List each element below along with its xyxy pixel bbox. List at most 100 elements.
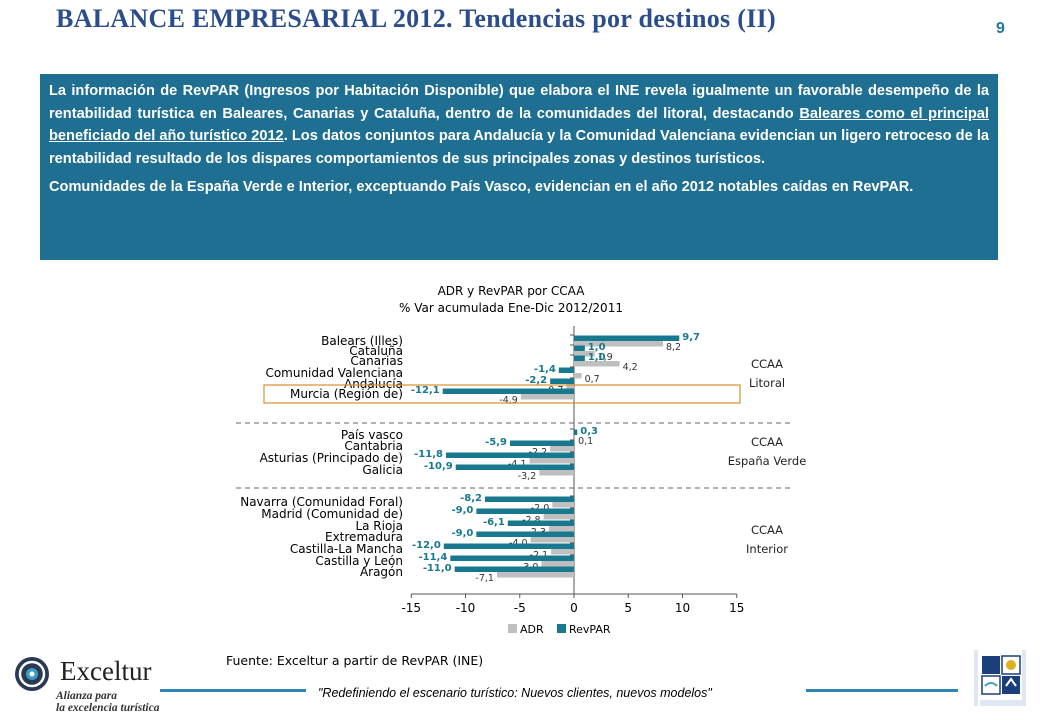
x-tick-label: 10 <box>675 601 690 615</box>
revpar-data-label: 9,7 <box>682 332 700 343</box>
adr-bar <box>574 373 582 379</box>
revpar-data-label: -10,9 <box>424 461 453 472</box>
revpar-data-label: -6,1 <box>483 517 505 528</box>
adr-bar <box>541 561 574 567</box>
x-tick-label: 0 <box>570 601 578 615</box>
revpar-bar <box>550 378 574 384</box>
revpar-bar <box>450 555 574 561</box>
category-label: Castilla-La Mancha <box>290 542 403 556</box>
adr-bar <box>520 394 574 400</box>
revpar-data-label: -9,0 <box>451 505 473 516</box>
x-tick-label: 15 <box>729 601 744 615</box>
revpar-data-label: 0,3 <box>580 426 598 437</box>
adr-data-label: -3,2 <box>518 471 537 482</box>
adr-bar <box>550 446 574 452</box>
adr-bar <box>551 549 574 555</box>
category-label: Galicia <box>362 463 403 477</box>
chart-subtitle: % Var acumulada Ene-Dic 2012/2011 <box>399 301 623 315</box>
revpar-data-label: -5,9 <box>485 437 507 448</box>
x-tick-label: -10 <box>456 601 476 615</box>
x-tick-label: -5 <box>514 601 526 615</box>
exceltur-emblem-icon <box>15 657 49 691</box>
tagline-line-2: la excelencia turística <box>56 702 160 714</box>
adr-bar <box>566 384 574 390</box>
info-paragraph-1: La información de RevPAR (Ingresos por H… <box>49 80 989 170</box>
highlight-box <box>263 384 741 404</box>
exceltur-logo-name: Exceltur <box>60 656 152 686</box>
revpar-bar <box>507 520 574 526</box>
adr-data-label: 0,1 <box>578 436 593 447</box>
x-tick-label: -15 <box>401 601 421 615</box>
category-label: Asturias (Principado de) <box>260 451 403 465</box>
revpar-bar <box>455 464 574 470</box>
page-title: BALANCE EMPRESARIAL 2012. Tendencias por… <box>56 4 777 33</box>
footer-rule-left <box>160 689 306 692</box>
adr-bar <box>552 502 574 508</box>
adr-bar <box>529 458 574 464</box>
group-label: Interior <box>746 542 788 556</box>
adr-bar <box>543 514 574 520</box>
category-label: Madrid (Comunidad de) <box>261 507 403 521</box>
info-text-b: . Los datos conjuntos para Andalucía y l… <box>49 128 989 167</box>
revpar-data-label: -11,0 <box>423 563 452 574</box>
adr-bar <box>574 361 620 367</box>
adr-data-label: 1,9 <box>598 352 613 363</box>
legend-swatch-adr <box>508 624 517 633</box>
revpar-data-label: -1,4 <box>534 364 556 375</box>
revpar-data-label: 1,0 <box>588 342 606 353</box>
revpar-data-label: -11,4 <box>418 552 447 563</box>
info-highlight: Baleares como el principal beneficiado d… <box>49 105 989 145</box>
revpar-bar <box>476 508 574 514</box>
adr-data-label: -7,1 <box>475 573 494 584</box>
exceltur-logo-tagline: Alianza para la excelencia turística <box>56 690 159 714</box>
revpar-bar <box>443 543 574 549</box>
category-label: Cantabria <box>344 439 403 453</box>
adr-bar <box>549 526 574 532</box>
revpar-bar <box>574 345 585 351</box>
chart-title: ADR y RevPAR por CCAA <box>438 284 586 298</box>
footer-rule-right <box>806 689 958 692</box>
legend-label-revpar: RevPAR <box>569 623 611 636</box>
group-label: España Verde <box>728 454 807 468</box>
revpar-bar <box>574 429 578 435</box>
revpar-bar <box>485 496 574 502</box>
adr-bar <box>539 470 574 476</box>
revpar-bar <box>558 367 574 373</box>
legend-label-adr: ADR <box>520 623 544 636</box>
info-paragraph-2: Comunidades de la España Verde e Interio… <box>49 179 914 195</box>
category-label: Comunidad Valenciana <box>265 366 403 380</box>
revpar-data-label: -9,0 <box>451 528 473 539</box>
revpar-data-label: -11,8 <box>414 449 443 460</box>
group-label: CCAA <box>751 435 783 449</box>
x-tick-label: 5 <box>624 601 632 615</box>
category-label: Andalucía <box>344 377 403 391</box>
group-label: CCAA <box>751 523 783 537</box>
adr-bar <box>574 341 663 347</box>
page-number: 9 <box>996 20 1005 37</box>
adr-bar <box>496 572 574 578</box>
footer-slogan: "Redefiniendo el escenario turístico: Nu… <box>318 686 712 700</box>
revpar-bar <box>574 355 585 361</box>
revpar-bar <box>442 388 574 394</box>
adr-bar <box>574 351 595 357</box>
exceltur-logo: Exceltur Alianza para la excelencia turí… <box>12 654 162 716</box>
adr-bar <box>574 435 576 441</box>
revpar-bar <box>454 566 574 572</box>
category-label: Cataluña <box>349 344 403 358</box>
adr-data-label: -4,9 <box>499 395 518 406</box>
category-label: Castilla y León <box>315 554 403 568</box>
chart-source: Fuente: Exceltur a partir de RevPAR (INE… <box>226 653 484 668</box>
group-label: Litoral <box>749 376 785 390</box>
revpar-data-label: -12,0 <box>412 540 441 551</box>
revpar-bar <box>509 440 574 446</box>
adr-data-label: 4,2 <box>623 362 638 373</box>
revpar-bar <box>476 531 574 537</box>
category-label: País vasco <box>341 428 403 442</box>
category-label: Extremadura <box>325 530 403 544</box>
revpar-data-label: -2,2 <box>525 375 547 386</box>
category-label: Murcia (Región de) <box>290 387 403 401</box>
adr-data-label: 0,7 <box>585 374 600 385</box>
tagline-line-1: Alianza para <box>56 690 118 702</box>
category-label: La Rioja <box>355 519 403 533</box>
info-text-a: La información de RevPAR (Ingresos por H… <box>49 83 989 122</box>
